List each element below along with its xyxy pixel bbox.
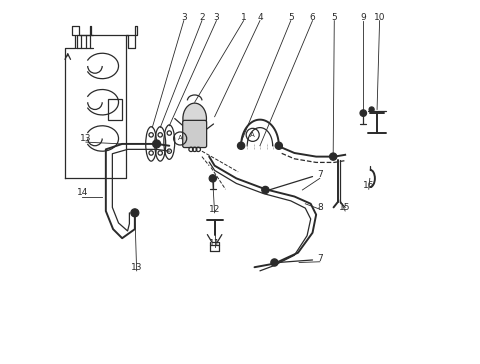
- Ellipse shape: [183, 103, 206, 134]
- Text: 9: 9: [360, 12, 366, 21]
- Text: 3: 3: [214, 12, 219, 21]
- FancyBboxPatch shape: [183, 120, 206, 147]
- Circle shape: [153, 140, 161, 148]
- Text: 15: 15: [339, 203, 351, 212]
- Circle shape: [209, 175, 216, 182]
- Text: 5: 5: [331, 12, 337, 21]
- Text: 4: 4: [257, 12, 263, 21]
- Circle shape: [238, 142, 245, 149]
- Text: 14: 14: [77, 189, 88, 197]
- Text: 13: 13: [131, 263, 143, 272]
- Text: 5: 5: [288, 12, 294, 21]
- Text: 2: 2: [199, 12, 205, 21]
- Circle shape: [330, 153, 337, 160]
- Text: A: A: [178, 135, 182, 142]
- Circle shape: [275, 142, 282, 149]
- Circle shape: [262, 186, 269, 194]
- Text: 16: 16: [363, 181, 374, 190]
- Circle shape: [271, 259, 278, 266]
- Text: 1: 1: [241, 12, 247, 21]
- Text: 12: 12: [209, 205, 220, 214]
- Text: 11: 11: [209, 239, 220, 248]
- Text: 7: 7: [317, 254, 323, 263]
- Text: 6: 6: [310, 12, 315, 21]
- Text: 10: 10: [374, 12, 385, 21]
- Text: 7: 7: [317, 170, 323, 179]
- Text: A: A: [250, 132, 255, 138]
- Circle shape: [360, 110, 367, 116]
- Text: 3: 3: [181, 12, 187, 21]
- Text: 13: 13: [80, 134, 92, 143]
- Text: 8: 8: [317, 203, 323, 212]
- Circle shape: [369, 107, 374, 112]
- Circle shape: [131, 209, 139, 217]
